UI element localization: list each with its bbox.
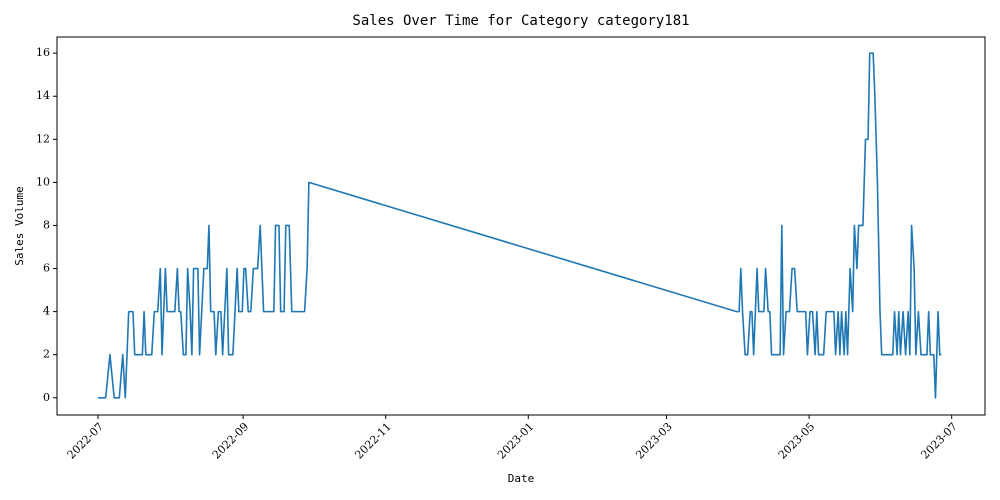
y-tick-label: 14 [36,89,50,102]
y-tick-label: 6 [43,262,50,275]
chart-title: Sales Over Time for Category category181 [352,13,689,29]
y-tick-label: 2 [43,348,50,361]
y-tick-label: 0 [43,391,50,404]
x-axis-label: Date [508,472,535,485]
y-tick-label: 4 [43,305,50,318]
y-tick-label: 16 [36,46,50,59]
data-line [97,52,942,399]
y-tick-label: 10 [36,175,50,188]
y-tick-label: 8 [43,218,50,231]
y-tick-label: 12 [36,132,50,145]
plot-frame [56,36,986,416]
y-axis-label: Sales Volume [13,186,26,265]
